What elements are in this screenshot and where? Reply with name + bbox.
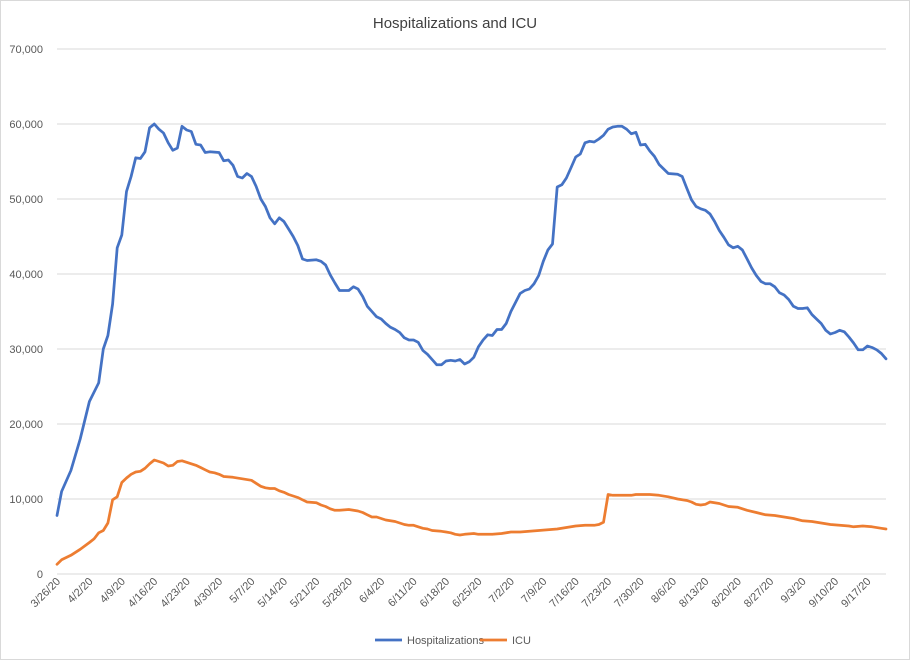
- x-tick-label: 5/28/20: [320, 576, 354, 610]
- x-tick-label: 4/2/20: [65, 576, 95, 606]
- x-tick-label: 5/7/20: [228, 576, 258, 606]
- y-tick-label: 0: [37, 569, 43, 581]
- y-tick-label: 20,000: [9, 419, 43, 431]
- x-tick-label: 4/23/20: [158, 576, 192, 610]
- y-axis-ticks: 0 10,000 20,000 30,000 40,000 50,000 60,000 70,…: [9, 44, 43, 581]
- legend-label: ICU: [512, 635, 531, 647]
- gridlines: [57, 48, 886, 575]
- legend-label: Hospitalizations: [407, 635, 485, 647]
- series-line-hospitalizations: [55, 122, 888, 517]
- series-lines: [55, 122, 888, 566]
- chart-title: Hospitalizations and ICU: [373, 15, 537, 32]
- y-tick-label: 70,000: [9, 44, 43, 56]
- y-tick-label: 30,000: [9, 344, 43, 356]
- x-tick-label: 6/11/20: [386, 576, 420, 610]
- x-tick-label: 9/3/20: [779, 576, 809, 606]
- x-tick-label: 6/18/20: [418, 576, 452, 610]
- x-tick-label: 7/16/20: [547, 576, 581, 610]
- x-tick-label: 5/21/20: [288, 576, 322, 610]
- x-tick-label: 5/14/20: [256, 576, 290, 610]
- x-tick-label: 8/27/20: [742, 576, 776, 610]
- x-tick-label: 4/9/20: [98, 576, 128, 606]
- x-tick-label: 7/30/20: [612, 576, 646, 610]
- legend: Hospitalizations ICU: [375, 635, 531, 647]
- x-axis-ticks: 3/26/20 4/2/20 4/9/204/16/204/23/204/30/20…: [29, 576, 874, 610]
- x-tick-label: 7/9/20: [519, 576, 549, 606]
- y-tick-label: 10,000: [9, 494, 43, 506]
- x-tick-label: 4/16/20: [126, 576, 160, 610]
- x-tick-label: 9/17/20: [839, 576, 873, 610]
- x-tick-label: 8/6/20: [649, 576, 679, 606]
- x-tick-label: 9/10/20: [807, 576, 841, 610]
- series-line-icu: [55, 458, 888, 566]
- x-tick-label: 4/30/20: [191, 576, 225, 610]
- y-tick-label: 40,000: [9, 269, 43, 281]
- x-tick-label: 3/26/20: [29, 576, 63, 610]
- y-tick-label: 60,000: [9, 119, 43, 131]
- x-tick-label: 8/13/20: [677, 576, 711, 610]
- x-tick-label: 6/4/20: [357, 576, 387, 606]
- x-tick-label: 8/20/20: [709, 576, 743, 610]
- x-tick-label: 7/2/20: [487, 576, 517, 606]
- x-tick-label: 6/25/20: [450, 576, 484, 610]
- y-tick-label: 50,000: [9, 194, 43, 206]
- x-tick-label: 7/23/20: [580, 576, 614, 610]
